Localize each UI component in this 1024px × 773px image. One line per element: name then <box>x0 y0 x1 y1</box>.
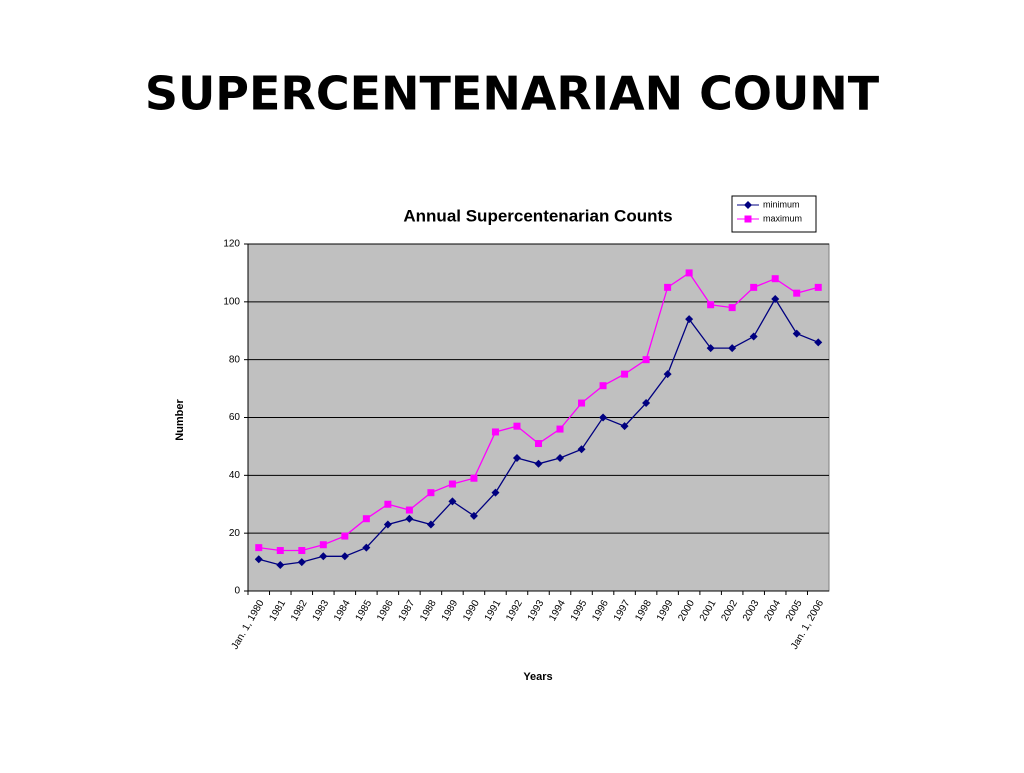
y-tick-label: 0 <box>234 586 240 597</box>
data-point <box>384 500 392 508</box>
data-point <box>793 289 801 297</box>
data-point <box>448 480 456 488</box>
x-tick-label: 1986 <box>375 598 396 623</box>
data-point <box>362 515 370 523</box>
data-point <box>297 558 306 567</box>
data-point <box>728 304 736 312</box>
x-tick-label: 1999 <box>655 598 676 623</box>
legend-marker <box>744 215 752 223</box>
x-tick-label: 2005 <box>784 598 805 623</box>
y-tick-label: 100 <box>223 296 240 307</box>
data-point <box>276 560 285 569</box>
data-point <box>491 428 499 436</box>
x-tick-label: 1991 <box>483 598 504 623</box>
x-axis-label: Years <box>523 671 552 683</box>
data-point <box>427 489 435 497</box>
data-point <box>771 275 779 283</box>
data-point <box>469 511 478 520</box>
data-point <box>405 506 413 514</box>
data-point <box>556 453 565 462</box>
x-tick-label: 1995 <box>569 598 590 623</box>
data-point <box>621 370 629 378</box>
y-tick-label: 20 <box>229 528 241 539</box>
data-point <box>728 344 737 353</box>
data-point <box>362 543 371 552</box>
data-point <box>405 514 414 523</box>
data-point <box>298 547 306 555</box>
data-point <box>448 497 457 506</box>
data-point <box>577 445 586 454</box>
data-point <box>341 532 349 540</box>
x-tick-label: 1985 <box>354 598 375 623</box>
data-point <box>578 399 586 407</box>
data-point <box>814 283 822 291</box>
x-tick-label: 1998 <box>633 598 654 623</box>
data-point <box>512 453 521 462</box>
slide-title: SUPERCENTENARIAN COUNT <box>145 67 880 121</box>
x-tick-label: 1984 <box>332 598 353 623</box>
data-point <box>383 520 392 529</box>
x-tick-label: 1981 <box>268 598 289 623</box>
data-point <box>599 413 608 422</box>
y-tick-label: 120 <box>223 239 240 250</box>
data-point <box>535 440 542 448</box>
data-point <box>534 459 543 468</box>
data-point <box>255 544 263 552</box>
y-tick-label: 40 <box>229 470 241 481</box>
data-point <box>426 520 435 529</box>
data-point <box>620 422 629 431</box>
data-point <box>470 474 478 482</box>
data-point <box>663 370 672 379</box>
chart-title: Annual Supercentenarian Counts <box>403 206 672 225</box>
data-point <box>491 488 500 497</box>
x-tick-label: 1996 <box>590 598 611 623</box>
data-point <box>254 555 263 564</box>
data-point <box>771 294 780 303</box>
data-point <box>792 329 801 338</box>
data-point <box>319 541 327 549</box>
x-tick-label: 2001 <box>698 598 719 623</box>
x-tick-label: 2004 <box>762 598 783 623</box>
data-point <box>664 283 672 291</box>
x-tick-label: 1982 <box>289 598 310 623</box>
data-point <box>642 399 651 408</box>
x-tick-label: 1983 <box>311 598 332 623</box>
data-point <box>513 422 521 430</box>
x-tick-label: 2002 <box>719 598 740 623</box>
x-tick-label: 1988 <box>418 598 439 623</box>
data-point <box>319 552 328 561</box>
x-tick-label: 1994 <box>547 598 568 623</box>
x-tick-label: Jan. 1, 1980 <box>230 598 267 652</box>
legend-label: minimum <box>763 199 800 209</box>
x-tick-label: 2003 <box>741 598 762 623</box>
x-tick-label: 2000 <box>676 598 697 623</box>
x-tick-label: 1997 <box>612 598 633 623</box>
x-tick-label: 1992 <box>504 598 525 623</box>
legend-label: maximum <box>763 213 802 223</box>
data-point <box>556 425 564 433</box>
y-tick-label: 80 <box>229 354 241 365</box>
y-axis-label: Number <box>174 399 186 441</box>
data-point <box>814 338 823 347</box>
data-point <box>707 301 715 309</box>
data-point <box>642 356 650 364</box>
data-point <box>749 332 758 341</box>
data-point <box>340 552 349 561</box>
data-point <box>706 344 715 353</box>
data-point <box>599 382 607 390</box>
y-tick-label: 60 <box>229 412 241 423</box>
data-point <box>276 547 284 555</box>
legend-box <box>731 195 817 233</box>
data-point <box>685 315 694 324</box>
data-point <box>750 283 758 291</box>
x-tick-label: 1989 <box>440 598 461 623</box>
data-point <box>685 269 693 277</box>
x-tick-label: 1993 <box>526 598 547 623</box>
x-tick-label: 1990 <box>461 598 482 623</box>
x-tick-label: 1987 <box>397 598 418 623</box>
legend-marker <box>744 201 752 209</box>
